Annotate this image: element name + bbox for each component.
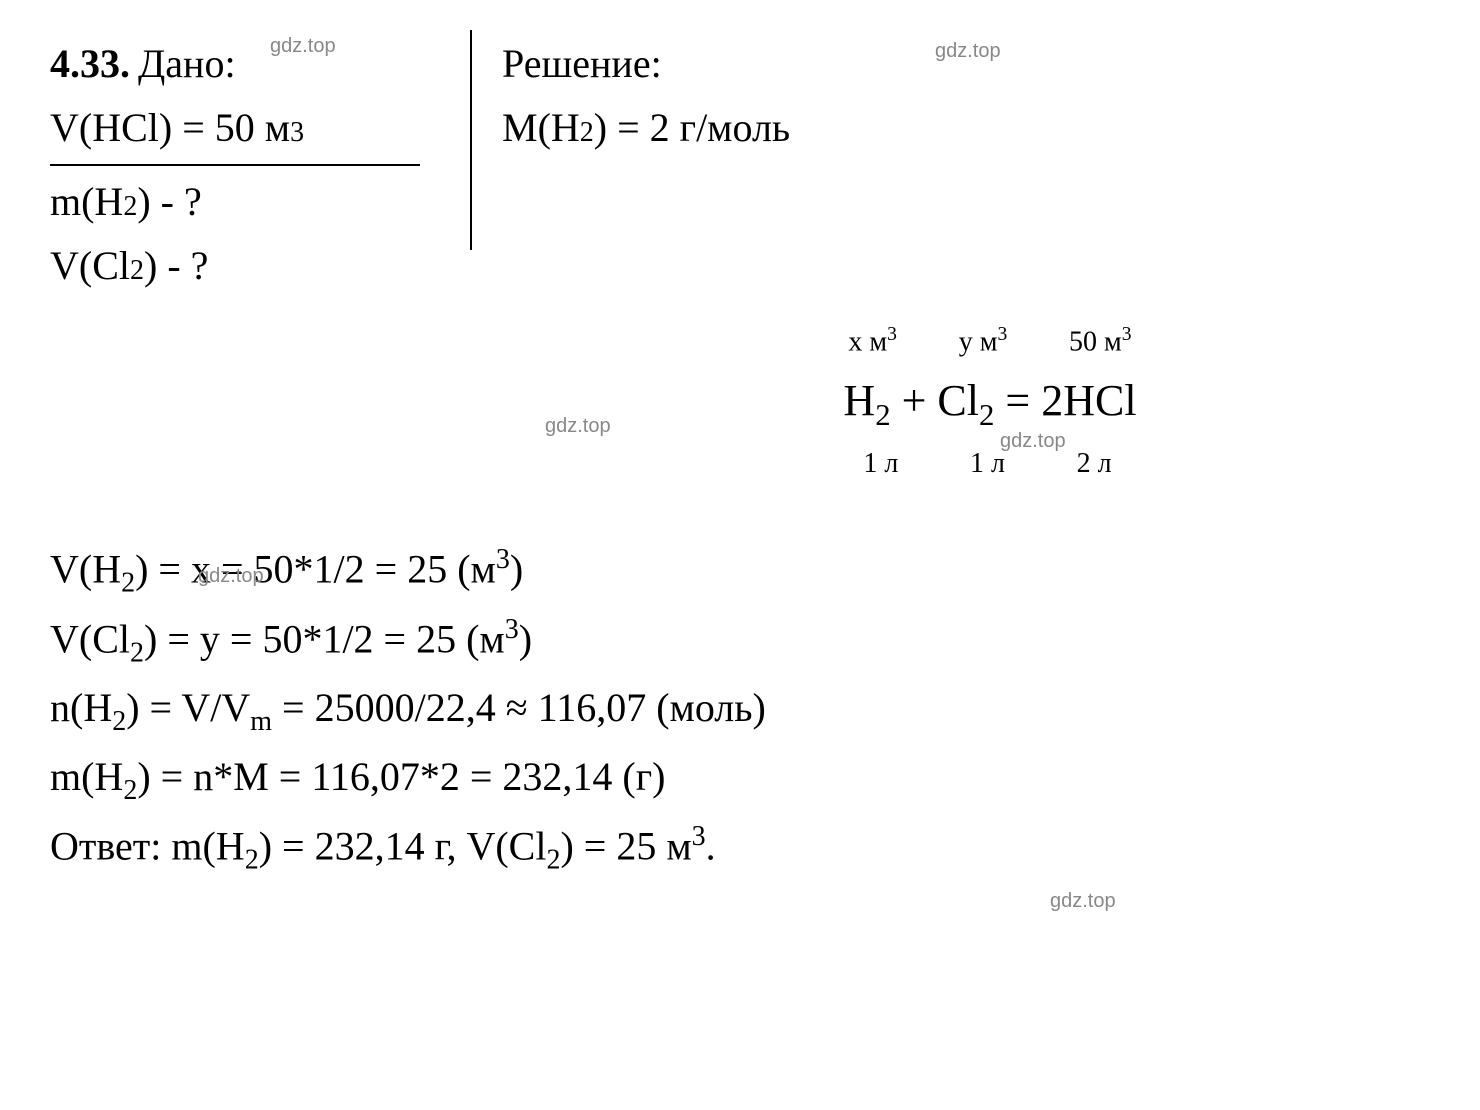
eq-top-mid: y м3 [959, 320, 1008, 363]
given-l3-pre: V(Cl [50, 236, 130, 296]
eq-top-right: 50 м3 [1069, 320, 1132, 363]
eq-bot-mid: 1 л [970, 443, 1005, 485]
solution-section: Решение: M(H2) = 2 г/моль [470, 30, 790, 250]
eq-top-left: x м3 [848, 320, 897, 363]
problem-number: 4.33. [50, 34, 130, 94]
calc-line-4: m(H2) = n*M = 116,07*2 = 232,14 (г) [50, 747, 1430, 812]
given-l3-sub: 2 [130, 250, 144, 292]
calc-line-2: V(Cl2) = y = 50*1/2 = 25 (м3) [50, 609, 1430, 674]
equation-top-annotations: x м3 y м3 50 м3 [843, 320, 1136, 363]
equation-bottom-annotations: 1 л 1 л 2 л [843, 443, 1136, 485]
given-l3-post: ) - ? [144, 236, 208, 296]
sol-l1-post: ) = 2 г/моль [594, 98, 790, 158]
given-line-1: V(HCl) = 50 м3 [50, 98, 470, 158]
given-l2-post: ) - ? [137, 172, 201, 232]
title-row: 4.33. Дано: [50, 34, 470, 94]
calc-line-1: V(H2) = x = 50*1/2 = 25 (м3) [50, 539, 1430, 604]
answer-line: Ответ: m(H2) = 232,14 г, V(Cl2) = 25 м3. [50, 816, 1430, 881]
chemistry-solution: 4.33. Дано: V(HCl) = 50 м3 m(H2) - ? V(C… [50, 30, 1430, 881]
sol-l1-sub: 2 [580, 112, 594, 154]
given-label: Дано: [138, 34, 236, 94]
given-l1-text: V(HCl) = 50 м [50, 98, 290, 158]
given-line-3: V(Cl2) - ? [50, 236, 470, 296]
calculation-section: V(H2) = x = 50*1/2 = 25 (м3) V(Cl2) = y … [50, 539, 1430, 881]
top-section: 4.33. Дано: V(HCl) = 50 м3 m(H2) - ? V(C… [50, 30, 1430, 300]
sol-l1-pre: M(H [502, 98, 580, 158]
equation-container: x м3 y м3 50 м3 H2 + Cl2 = 2HCl 1 л 1 л … [843, 320, 1136, 485]
equation-main: H2 + Cl2 = 2HCl [843, 368, 1136, 438]
solution-label-row: Решение: [502, 34, 790, 94]
solution-label: Решение: [502, 34, 662, 94]
equation-section: x м3 y м3 50 м3 H2 + Cl2 = 2HCl 1 л 1 л … [50, 320, 1430, 489]
solution-line-1: M(H2) = 2 г/моль [502, 98, 790, 158]
divider-line [50, 164, 420, 166]
given-l2-pre: m(H [50, 172, 123, 232]
given-l2-sub: 2 [123, 186, 137, 228]
given-line-2: m(H2) - ? [50, 172, 470, 232]
eq-bot-right: 2 л [1077, 443, 1112, 485]
eq-bot-left: 1 л [863, 443, 898, 485]
calc-line-3: n(H2) = V/Vm = 25000/22,4 ≈ 116,07 (моль… [50, 678, 1430, 743]
watermark: gdz.top [1050, 890, 1116, 913]
given-section: 4.33. Дано: V(HCl) = 50 м3 m(H2) - ? V(C… [50, 30, 470, 300]
given-l1-sup: 3 [290, 112, 304, 154]
